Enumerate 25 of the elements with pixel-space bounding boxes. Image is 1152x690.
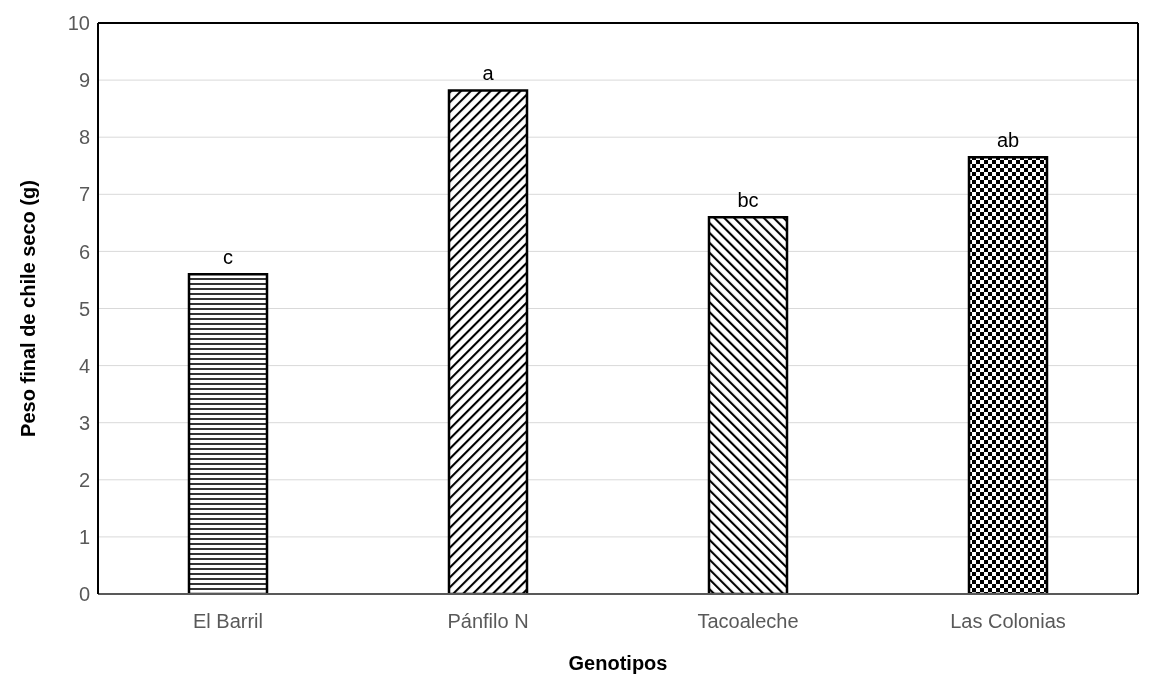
y-tick-label: 0	[78, 583, 90, 606]
y-axis-title: Peso final de chile seco (g)	[17, 180, 40, 437]
x-axis-title: Genotipos	[568, 652, 668, 674]
y-tick-label: 1	[78, 526, 90, 548]
y-tick-label: 9	[78, 69, 90, 92]
y-tick-label: 3	[78, 411, 90, 434]
y-tick-label: 7	[78, 183, 90, 206]
y-tick-label: 6	[78, 240, 90, 263]
x-tick-label: Las Colonias	[950, 610, 1066, 633]
y-tick-label: 5	[78, 297, 90, 320]
y-tick-label: 8	[78, 126, 90, 149]
y-tick-label: 4	[78, 354, 90, 377]
y-tick-label: 2	[78, 468, 90, 491]
annotation: ab	[996, 129, 1020, 152]
y-tick-label: 10	[67, 12, 90, 35]
annotation: c	[223, 246, 233, 269]
bar	[187, 272, 269, 594]
x-tick-label: Tacoaleche	[697, 610, 799, 633]
x-tick-label: El Barril	[192, 610, 264, 633]
bar	[447, 89, 529, 594]
annotation: a	[482, 62, 495, 85]
bar	[707, 215, 789, 594]
annotation: bc	[737, 189, 759, 212]
bar	[967, 155, 1049, 594]
x-tick-label: Pánfilo N	[447, 610, 529, 633]
